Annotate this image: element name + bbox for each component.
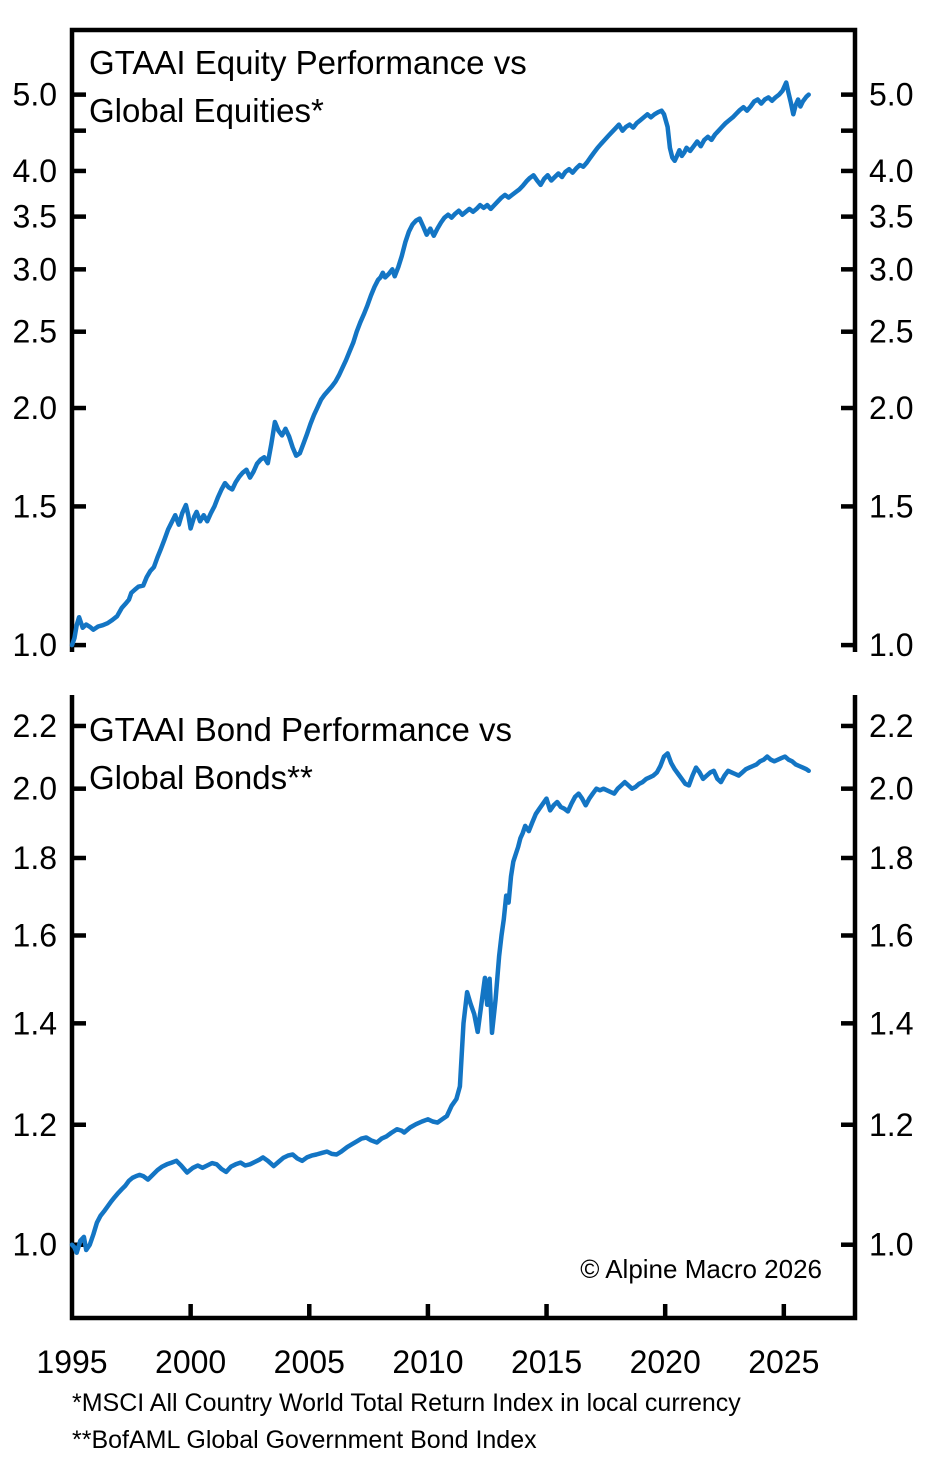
bond-ytick-label-right: 1.6 bbox=[869, 917, 913, 953]
footnote-bond-source: **BofAML Global Government Bond Index bbox=[72, 1426, 537, 1454]
equity-ytick-label-left: 2.5 bbox=[13, 314, 57, 350]
bond-ytick-label-left: 1.6 bbox=[13, 917, 57, 953]
bond-ytick-label-right: 2.2 bbox=[869, 708, 913, 744]
equity-title-line-2: Global Equities* bbox=[89, 92, 324, 129]
x-tick-label: 1995 bbox=[36, 1344, 107, 1380]
x-tick-label: 2015 bbox=[511, 1344, 582, 1380]
footnotes: *MSCI All Country World Total Return Ind… bbox=[72, 1385, 741, 1459]
equity-ytick-label-left: 3.5 bbox=[13, 199, 57, 235]
bond-ytick-label-left: 2.2 bbox=[13, 708, 57, 744]
x-tick-label: 2020 bbox=[630, 1344, 701, 1380]
equity-ytick-label-left: 5.0 bbox=[13, 77, 57, 113]
bond-ytick-label-right: 1.2 bbox=[869, 1107, 913, 1143]
footnote-equity-source: *MSCI All Country World Total Return Ind… bbox=[72, 1389, 741, 1417]
equity-panel-title: GTAAI Equity Performance vs Global Equit… bbox=[89, 39, 527, 135]
x-tick-label: 2005 bbox=[274, 1344, 345, 1380]
bond-ytick-label-left: 2.0 bbox=[13, 771, 57, 807]
bond-title-line-2: Global Bonds** bbox=[89, 759, 313, 796]
equity-ytick-label-left: 1.0 bbox=[13, 627, 57, 663]
equity-ytick-label-right: 1.5 bbox=[869, 488, 913, 524]
bond-ytick-label-left: 1.2 bbox=[13, 1107, 57, 1143]
equity-series-line bbox=[69, 80, 811, 648]
equity-ytick-label-left: 3.0 bbox=[13, 251, 57, 287]
bond-title-line-1: GTAAI Bond Performance vs bbox=[89, 711, 513, 748]
bond-series-line bbox=[69, 751, 811, 1255]
bond-ytick-label-right: 1.8 bbox=[869, 840, 913, 876]
equity-ytick-label-left: 1.5 bbox=[13, 488, 57, 524]
equity-title-line-1: GTAAI Equity Performance vs bbox=[89, 44, 527, 81]
bond-axes-frame bbox=[69, 695, 858, 1321]
bond-ytick-label-left: 1.0 bbox=[13, 1227, 57, 1263]
x-tick-label: 2025 bbox=[748, 1344, 819, 1380]
equity-ytick-label-right: 5.0 bbox=[869, 77, 913, 113]
equity-ytick-label-left: 2.0 bbox=[13, 390, 57, 426]
equity-axes-frame bbox=[69, 27, 858, 652]
bond-ytick-label-right: 2.0 bbox=[869, 771, 913, 807]
equity-ytick-label-right: 2.0 bbox=[869, 390, 913, 426]
bond-panel-title: GTAAI Bond Performance vs Global Bonds** bbox=[89, 706, 512, 802]
equity-ytick-label-left: 4.0 bbox=[13, 153, 57, 189]
equity-ytick-label-right: 3.5 bbox=[869, 199, 913, 235]
equity-ytick-label-right: 3.0 bbox=[869, 251, 913, 287]
equity-ytick-label-right: 2.5 bbox=[869, 314, 913, 350]
x-tick-label: 2000 bbox=[155, 1344, 226, 1380]
bond-ytick-label-left: 1.8 bbox=[13, 840, 57, 876]
bond-ytick-label-left: 1.4 bbox=[13, 1005, 57, 1041]
copyright-note: © Alpine Macro 2026 bbox=[580, 1254, 822, 1284]
bond-ytick-label-right: 1.4 bbox=[869, 1005, 913, 1041]
x-tick-label: 2010 bbox=[392, 1344, 463, 1380]
equity-ytick-label-right: 1.0 bbox=[869, 627, 913, 663]
equity-ytick-label-right: 4.0 bbox=[869, 153, 913, 189]
bond-ytick-label-right: 1.0 bbox=[869, 1227, 913, 1263]
